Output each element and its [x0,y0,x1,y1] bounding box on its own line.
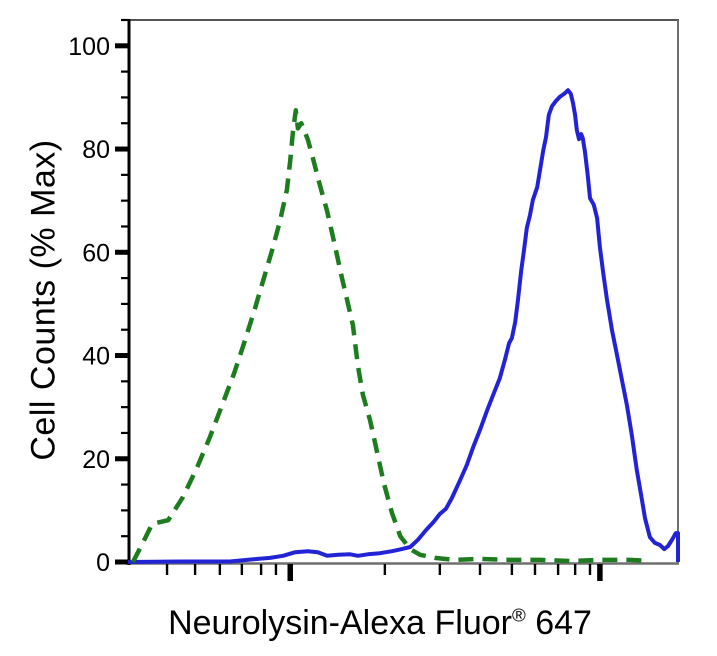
y-tick-label: 60 [82,239,110,267]
y-tick-label: 0 [96,549,110,577]
x-axis-title: Neurolysin-Alexa Fluor® 647 [70,604,690,643]
y-axis-title: Cell Counts (% Max) [24,139,63,461]
y-tick-label: 40 [82,343,110,371]
y-tick-label: 100 [68,33,110,61]
x-axis-title-number: 647 [525,604,592,642]
x-axis-title-main: Neurolysin-Alexa Fluor [168,604,512,642]
series-green-dashed-histogram [130,108,651,564]
y-tick-label: 80 [82,136,110,164]
y-tick-label: 20 [82,446,110,474]
series-blue-solid-histogram [127,88,680,564]
registered-trademark-symbol: ® [511,604,526,626]
